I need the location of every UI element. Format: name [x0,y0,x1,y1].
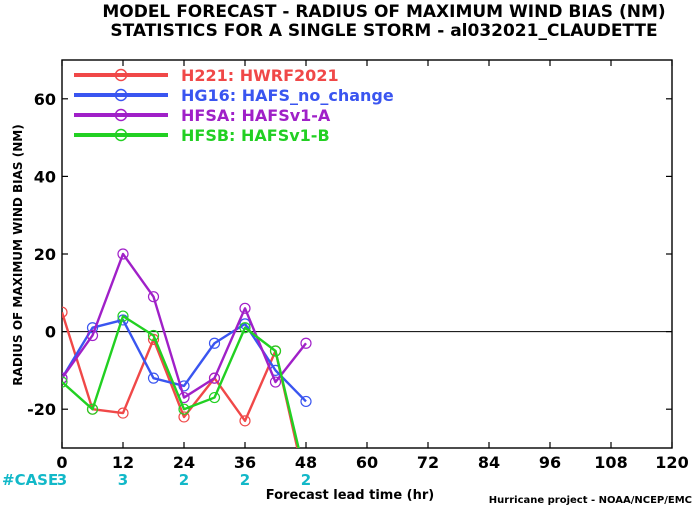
case-count: 3 [57,471,67,489]
x-tick-label: 12 [112,453,134,472]
series-point-hfsb [208,391,221,404]
series-point-hfsb [269,345,282,357]
x-tick-label: 48 [295,453,317,472]
chart-subtitle: STATISTICS FOR A SINGLE STORM - al032021… [110,21,657,41]
case-count: 2 [240,471,250,489]
series-point-hfsb [147,329,160,342]
x-tick-label: 120 [655,453,688,472]
legend-marker-hg16 [114,88,128,102]
series-point-hg16 [147,372,160,384]
y-tick-label: 20 [34,245,56,264]
series-point-hfsb [117,310,129,322]
y-tick-label: 60 [34,90,56,109]
series-point-hg16 [178,380,190,392]
series-point-hfsb [86,403,99,415]
series-point-hfsa [62,372,68,384]
series-point-hfsa [269,376,282,388]
series-point-hfsa [300,337,312,349]
series-point-hfsa [117,248,129,260]
legend-marker-hfsa [114,108,128,122]
plot-frame [61,59,673,449]
case-count: 3 [118,471,128,489]
x-tick-label: 24 [173,453,195,472]
legend-marker-h221 [114,68,128,82]
y-tick-label: 0 [45,323,56,342]
legend-label-hfsa: HFSA: HAFSv1-A [181,106,331,125]
series-point-hfsa [147,291,160,303]
series-point-hfsa [208,372,221,384]
y-tick-label: 40 [34,167,56,186]
x-tick-label: 60 [356,453,378,472]
legend-label-h221: H221: HWRF2021 [181,66,339,85]
x-axis-label: Forecast lead time (hr) [266,488,434,503]
series-point-h221 [178,411,190,423]
legend-label-hg16: HG16: HAFS_no_change [181,86,394,105]
x-tick-label: 72 [417,453,439,472]
series-point-h221 [239,415,251,427]
series-point-hfsa [239,302,251,314]
case-count: 2 [301,471,311,489]
x-tick-label: 96 [539,453,561,472]
series-point-hfsb [62,376,68,388]
case-count: 2 [179,471,189,489]
series-point-hfsb [239,322,251,334]
x-tick-label: 36 [234,453,256,472]
credit-text: Hurricane project - NOAA/NCEP/EMC [489,495,692,506]
legend-label-hfsb: HFSB: HAFSv1-B [181,126,330,145]
series-point-hg16 [300,395,312,408]
x-tick-label: 0 [56,453,67,472]
series-group [62,248,312,448]
series-point-hfsa [86,329,99,342]
series-line-h221 [62,311,299,448]
y-axis-label: RADIUS OF MAXIMUM WIND BIAS (NM) [11,124,25,385]
series-line-hfsb [62,314,300,448]
series-point-hg16 [208,337,221,349]
case-label: #CASE [2,471,58,489]
series-point-h221 [62,306,68,318]
legend-marker-hfsb [114,128,128,142]
plot-area: -20 0 20 40 60 0 12 24 36 48 60 72 84 96 108 120 3 3 2 2 2 H2… [27,59,689,489]
series-line-hfsa [62,252,307,399]
y-tick-label: -20 [27,400,56,419]
x-tick-label: 84 [478,453,500,472]
x-tick-label: 108 [594,453,627,472]
chart-title: MODEL FORECAST - RADIUS OF MAXIMUM WIND … [102,2,665,22]
series-point-hfsb [178,403,190,415]
series-point-h221 [117,407,129,419]
